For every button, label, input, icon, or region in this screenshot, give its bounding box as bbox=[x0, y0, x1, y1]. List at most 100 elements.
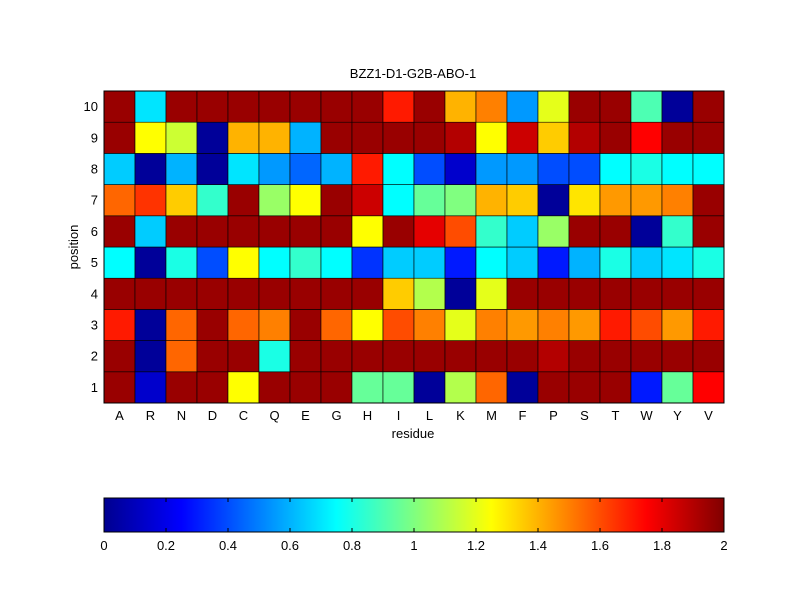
heatmap-cell-M-6 bbox=[475, 215, 508, 248]
heatmap-cell-K-2 bbox=[444, 340, 477, 373]
heatmap-cell-V-7 bbox=[692, 184, 725, 217]
heatmap-cell-M-10 bbox=[475, 90, 508, 123]
heatmap-cell-R-6 bbox=[134, 215, 167, 248]
heatmap-cell-F-4 bbox=[506, 277, 539, 310]
heatmap-cell-W-9 bbox=[630, 121, 663, 154]
heatmap-cell-P-1 bbox=[537, 371, 570, 404]
heatmap-cell-W-8 bbox=[630, 153, 663, 185]
heatmap-cell-T-2 bbox=[599, 340, 632, 373]
x-tick-label: V bbox=[704, 408, 713, 423]
heatmap-cell-S-6 bbox=[568, 215, 601, 248]
heatmap-cell-P-4 bbox=[537, 277, 570, 310]
heatmap-cell-G-5 bbox=[320, 246, 353, 279]
heatmap-cell-R-1 bbox=[134, 371, 167, 404]
heatmap-cell-E-2 bbox=[289, 340, 322, 373]
heatmap-cell-T-9 bbox=[599, 121, 632, 154]
x-tick-label: L bbox=[426, 408, 433, 423]
heatmap-cell-N-9 bbox=[165, 121, 198, 154]
y-tick-label: 7 bbox=[91, 193, 98, 208]
heatmap-cell-Q-2 bbox=[258, 340, 291, 373]
heatmap-cell-F-1 bbox=[506, 371, 539, 404]
heatmap-cell-P-5 bbox=[537, 246, 570, 279]
heatmap-cell-R-3 bbox=[134, 309, 167, 341]
x-axis-label: residue bbox=[392, 426, 435, 441]
heatmap-cells bbox=[103, 90, 725, 404]
heatmap-cell-V-1 bbox=[692, 371, 725, 404]
heatmap-cell-M-2 bbox=[475, 340, 508, 373]
heatmap-cell-E-10 bbox=[289, 90, 322, 123]
heatmap-cell-A-8 bbox=[103, 153, 136, 185]
heatmap-cell-M-8 bbox=[475, 153, 508, 185]
heatmap-cell-W-2 bbox=[630, 340, 663, 373]
heatmap-cell-L-3 bbox=[413, 309, 446, 341]
heatmap-cell-T-10 bbox=[599, 90, 632, 123]
colorbar bbox=[103, 497, 725, 533]
heatmap-cell-K-6 bbox=[444, 215, 477, 248]
heatmap-cell-K-4 bbox=[444, 277, 477, 310]
colorbar-tick-label: 1.8 bbox=[653, 538, 671, 553]
heatmap-cell-E-8 bbox=[289, 153, 322, 185]
colorbar-tick-label: 0.2 bbox=[157, 538, 175, 553]
colorbar-tick-label: 1.4 bbox=[529, 538, 547, 553]
heatmap-cell-V-3 bbox=[692, 309, 725, 341]
heatmap-cell-F-10 bbox=[506, 90, 539, 123]
heatmap-cell-G-6 bbox=[320, 215, 353, 248]
heatmap-cell-L-7 bbox=[413, 184, 446, 217]
heatmap-cell-A-7 bbox=[103, 184, 136, 217]
heatmap-cell-E-3 bbox=[289, 309, 322, 341]
heatmap-cell-T-3 bbox=[599, 309, 632, 341]
heatmap-cell-G-3 bbox=[320, 309, 353, 341]
heatmap-cell-Y-10 bbox=[661, 90, 694, 123]
heatmap-cell-A-1 bbox=[103, 371, 136, 404]
x-tick-label: E bbox=[301, 408, 310, 423]
heatmap-cell-L-6 bbox=[413, 215, 446, 248]
heatmap-cell-Q-4 bbox=[258, 277, 291, 310]
x-tick-label: N bbox=[177, 408, 186, 423]
heatmap-cell-S-4 bbox=[568, 277, 601, 310]
heatmap-cell-S-5 bbox=[568, 246, 601, 279]
heatmap-cell-D-3 bbox=[196, 309, 229, 341]
heatmap-cell-W-10 bbox=[630, 90, 663, 123]
heatmap-cell-D-10 bbox=[196, 90, 229, 123]
heatmap-cell-L-4 bbox=[413, 277, 446, 310]
y-tick-label: 5 bbox=[91, 255, 98, 270]
heatmap-cell-R-4 bbox=[134, 277, 167, 310]
heatmap-cell-I-8 bbox=[382, 153, 415, 185]
heatmap-cell-T-1 bbox=[599, 371, 632, 404]
heatmap-cell-S-9 bbox=[568, 121, 601, 154]
heatmap-cell-D-7 bbox=[196, 184, 229, 217]
heatmap-cell-S-2 bbox=[568, 340, 601, 373]
heatmap-cell-A-6 bbox=[103, 215, 136, 248]
heatmap-cell-Y-1 bbox=[661, 371, 694, 404]
x-tick-label: R bbox=[146, 408, 155, 423]
x-tick-label: A bbox=[115, 408, 124, 423]
heatmap-cell-H-6 bbox=[351, 215, 384, 248]
heatmap-cell-V-4 bbox=[692, 277, 725, 310]
heatmap-cell-F-3 bbox=[506, 309, 539, 341]
heatmap-cell-Q-5 bbox=[258, 246, 291, 279]
heatmap-cell-K-5 bbox=[444, 246, 477, 279]
colorbar-tick-label: 1.6 bbox=[591, 538, 609, 553]
heatmap-cell-C-9 bbox=[227, 121, 260, 154]
x-tick-label: G bbox=[331, 408, 341, 423]
colorbar-tick-label: 0.4 bbox=[219, 538, 237, 553]
heatmap-cell-G-4 bbox=[320, 277, 353, 310]
heatmap-cell-R-9 bbox=[134, 121, 167, 154]
x-tick-label: K bbox=[456, 408, 465, 423]
heatmap-cell-M-4 bbox=[475, 277, 508, 310]
heatmap-cell-F-7 bbox=[506, 184, 539, 217]
heatmap-cell-Y-7 bbox=[661, 184, 694, 217]
heatmap-cell-D-4 bbox=[196, 277, 229, 310]
x-tick-label: Y bbox=[673, 408, 682, 423]
heatmap-cell-I-10 bbox=[382, 90, 415, 123]
heatmap-cell-E-9 bbox=[289, 121, 322, 154]
heatmap-cell-S-7 bbox=[568, 184, 601, 217]
heatmap-cell-Y-6 bbox=[661, 215, 694, 248]
heatmap-cell-G-10 bbox=[320, 90, 353, 123]
heatmap-cell-A-5 bbox=[103, 246, 136, 279]
heatmap-cell-N-1 bbox=[165, 371, 198, 404]
x-tick-label: I bbox=[397, 408, 401, 423]
heatmap-cell-N-2 bbox=[165, 340, 198, 373]
heatmap-cell-K-7 bbox=[444, 184, 477, 217]
